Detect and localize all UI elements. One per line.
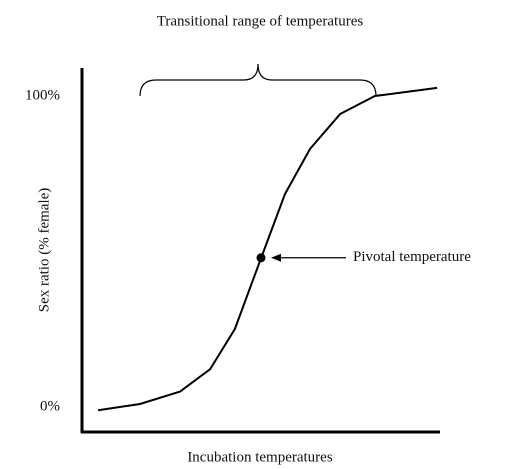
pivot-point (256, 253, 266, 263)
y-axis-label: Sex ratio (% female) (36, 188, 52, 313)
annotation: Pivotal temperature (353, 249, 471, 265)
brace (139, 63, 377, 97)
y-tick-label: 100% (25, 87, 60, 103)
y-tick-label: 0% (40, 399, 60, 415)
arrow-head (271, 253, 281, 262)
x-axis-label: Incubation temperatures (187, 449, 333, 465)
chart-title: Transitional range of temperatures (157, 13, 364, 29)
